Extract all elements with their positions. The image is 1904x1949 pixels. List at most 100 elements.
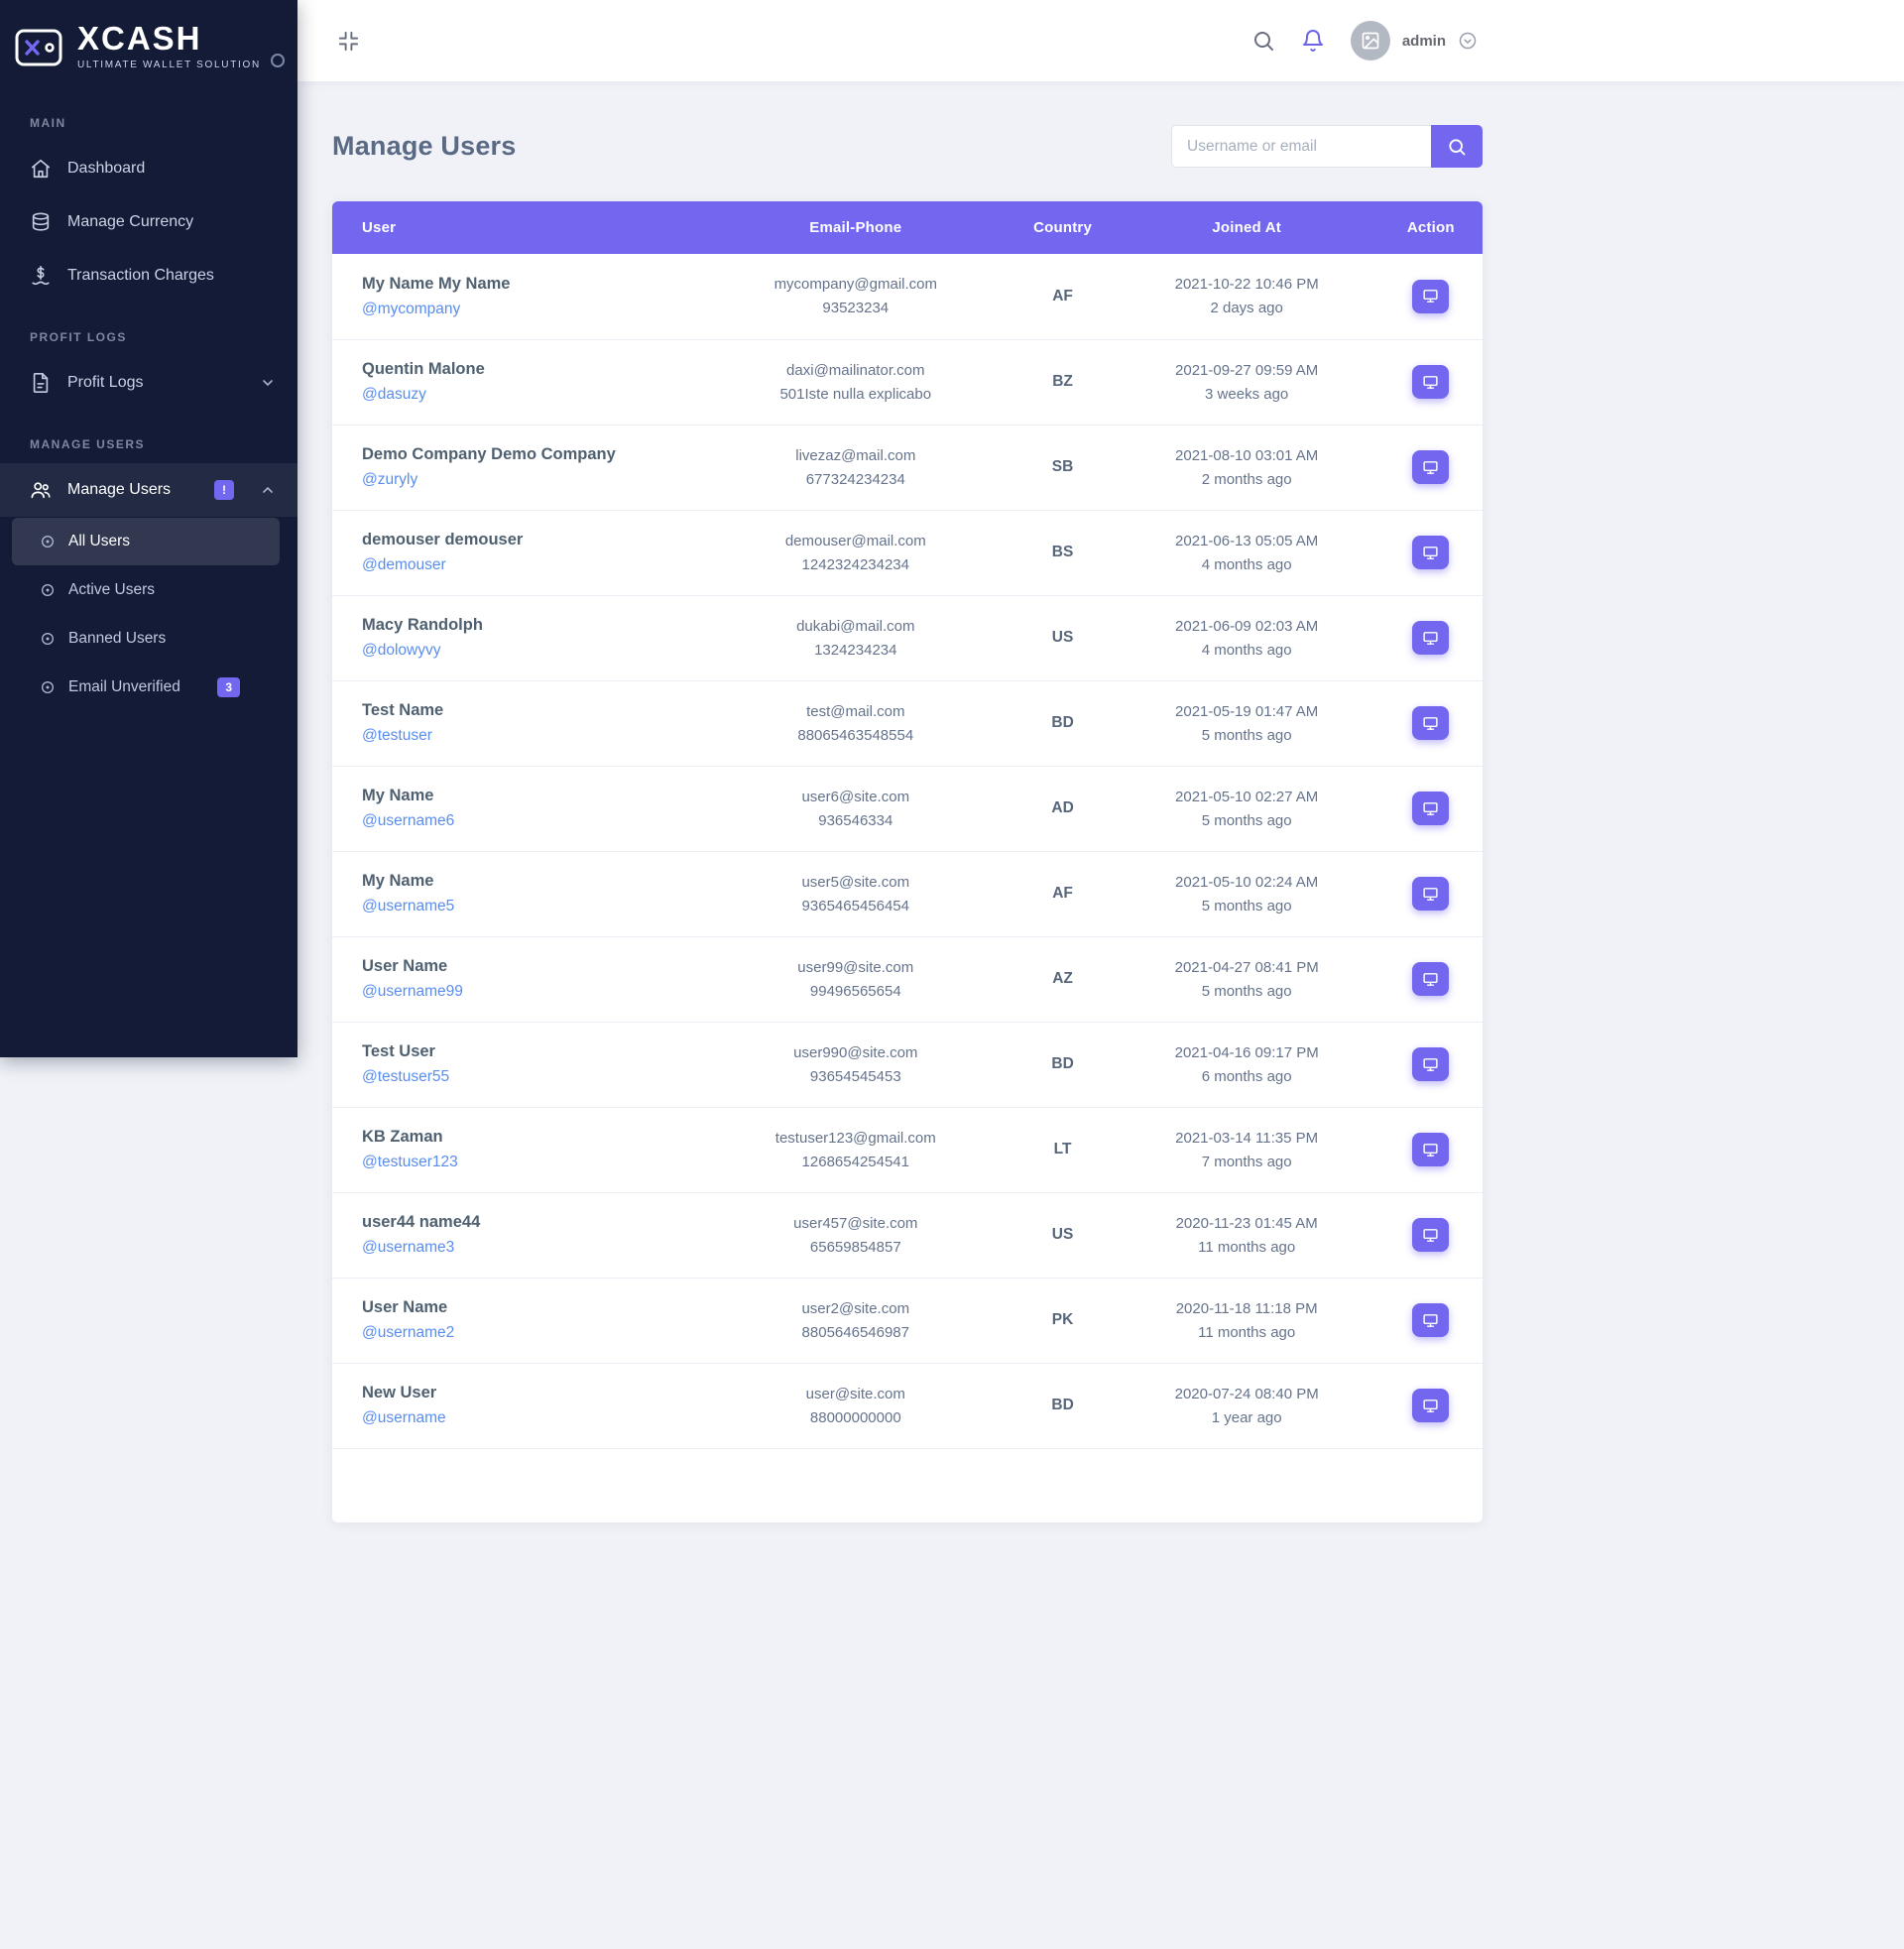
user-email: user990@site.com [793, 1043, 918, 1061]
circle-dot-icon [40, 631, 56, 647]
notifications-bell-icon[interactable] [1301, 29, 1325, 53]
user-country: BD [1051, 1055, 1074, 1072]
user-username-link[interactable]: @username6 [362, 812, 455, 829]
user-email: livezaz@mail.com [795, 446, 916, 464]
user-fullname: Demo Company Demo Company [362, 445, 616, 463]
user-username-link[interactable]: @mycompany [362, 300, 461, 317]
view-user-button[interactable] [1412, 1389, 1450, 1422]
user-fullname: Test Name [362, 701, 444, 719]
top-bar-actions: admin [1251, 21, 1478, 61]
circle-dot-icon [40, 534, 56, 549]
joined-ago: 3 weeks ago [1205, 385, 1289, 403]
view-user-button[interactable] [1412, 450, 1450, 484]
view-user-button[interactable] [1412, 962, 1450, 996]
column-header-user: User [332, 201, 701, 254]
sidebar-item-manage-currency[interactable]: Manage Currency [0, 195, 298, 249]
user-phone: 677324234234 [805, 470, 905, 488]
top-bar: admin [298, 0, 1904, 81]
section-label-main: MAIN [30, 116, 66, 130]
view-user-button[interactable] [1412, 706, 1450, 740]
view-user-button[interactable] [1412, 877, 1450, 911]
user-phone: 99496565654 [809, 982, 901, 1000]
sidebar-item-profit-logs[interactable]: Profit Logs [0, 356, 298, 410]
account-menu[interactable]: admin [1350, 21, 1478, 61]
sidebar-subitem-banned-users[interactable]: Banned Users [12, 615, 280, 663]
user-email: user5@site.com [801, 873, 910, 891]
view-user-button[interactable] [1412, 1303, 1450, 1337]
user-username-link[interactable]: @username [362, 1409, 446, 1426]
dollar-wave-icon [30, 265, 52, 287]
section-label-profit-logs: PROFIT LOGS [30, 330, 127, 344]
search-icon[interactable] [1251, 29, 1275, 53]
view-user-button[interactable] [1412, 1133, 1450, 1166]
count-badge: 3 [217, 677, 240, 697]
joined-date: 2020-11-18 11:18 PM [1175, 1299, 1318, 1317]
search-input[interactable] [1171, 125, 1431, 168]
table-row: Demo Company Demo Company @zuryly liveza… [332, 425, 1483, 511]
user-country: US [1051, 1226, 1074, 1243]
sidebar-subitem-active-users[interactable]: Active Users [12, 566, 280, 614]
table-header-row: User Email-Phone Country Joined At Actio… [332, 201, 1483, 254]
sidebar-item-transaction-charges[interactable]: Transaction Charges [0, 249, 298, 303]
user-username-link[interactable]: @dasuzy [362, 386, 426, 403]
circle-dot-icon [40, 582, 56, 598]
joined-ago: 6 months ago [1201, 1067, 1292, 1085]
user-fullname: New User [362, 1384, 437, 1401]
circle-dot-icon [40, 679, 56, 695]
nav-label: Manage Users [67, 481, 172, 498]
nav-label: Profit Logs [67, 374, 144, 391]
user-fullname: My Name [362, 872, 434, 890]
sidebar-item-manage-users[interactable]: Manage Users ! [0, 463, 298, 517]
user-username-link[interactable]: @dolowyvy [362, 642, 441, 659]
user-country: PK [1051, 1311, 1074, 1328]
user-username-link[interactable]: @zuryly [362, 471, 418, 488]
coins-icon [30, 211, 52, 233]
collapse-sidebar-button[interactable] [337, 30, 360, 53]
user-username-link[interactable]: @testuser55 [362, 1068, 450, 1085]
user-country: US [1051, 629, 1074, 646]
user-username-link[interactable]: @username2 [362, 1324, 455, 1341]
user-country: BZ [1052, 373, 1073, 390]
user-username-link[interactable]: @username5 [362, 898, 455, 914]
table-row: Quentin Malone @dasuzy daxi@mailinator.c… [332, 339, 1483, 426]
joined-date: 2021-08-10 03:01 AM [1175, 446, 1319, 464]
user-username-link[interactable]: @username99 [362, 983, 463, 1000]
joined-date: 2021-06-09 02:03 AM [1175, 617, 1319, 635]
joined-date: 2021-10-22 10:46 PM [1174, 276, 1319, 294]
user-email: daxi@mailinator.com [786, 361, 925, 379]
view-user-button[interactable] [1412, 1047, 1450, 1081]
brand[interactable]: XCASH ULTIMATE WALLET SOLUTION [0, 0, 298, 88]
sidebar-pin-toggle[interactable] [271, 54, 285, 67]
view-user-button[interactable] [1412, 536, 1450, 569]
table-row: My Name My Name @mycompany mycompany@gma… [332, 254, 1483, 340]
view-user-button[interactable] [1412, 279, 1450, 313]
user-phone: 65659854857 [809, 1238, 901, 1256]
user-username-link[interactable]: @testuser [362, 727, 432, 744]
table-row: Test Name @testuser test@mail.com 880654… [332, 680, 1483, 767]
joined-ago: 2 days ago [1210, 300, 1283, 317]
user-username-link[interactable]: @demouser [362, 556, 446, 573]
user-country: BD [1051, 1397, 1074, 1413]
table-row: Test User @testuser55 user990@site.com 9… [332, 1022, 1483, 1108]
user-email: user99@site.com [797, 958, 914, 976]
view-user-button[interactable] [1412, 1218, 1450, 1252]
page-title: Manage Users [332, 131, 517, 161]
sidebar-subitem-all-users[interactable]: All Users [12, 518, 280, 565]
user-phone: 88000000000 [809, 1408, 901, 1426]
user-username-link[interactable]: @username3 [362, 1239, 455, 1256]
user-phone: 88065463548554 [797, 726, 914, 744]
sidebar-subitem-email-unverified[interactable]: Email Unverified 3 [12, 664, 280, 711]
brand-text: XCASH ULTIMATE WALLET SOLUTION [77, 22, 261, 70]
view-user-button[interactable] [1412, 621, 1450, 655]
sidebar-item-dashboard[interactable]: Dashboard [0, 142, 298, 195]
joined-ago: 11 months ago [1198, 1238, 1296, 1256]
view-user-button[interactable] [1412, 792, 1450, 825]
view-user-button[interactable] [1412, 365, 1450, 399]
joined-date: 2021-03-14 11:35 PM [1175, 1129, 1319, 1147]
user-phone: 1324234234 [814, 641, 897, 659]
user-username-link[interactable]: @testuser123 [362, 1154, 458, 1170]
user-country: AZ [1052, 970, 1073, 987]
account-username: admin [1401, 32, 1446, 50]
main-content: Manage Users User Email-Phone Country Jo… [298, 81, 1904, 1523]
search-button[interactable] [1431, 125, 1483, 168]
